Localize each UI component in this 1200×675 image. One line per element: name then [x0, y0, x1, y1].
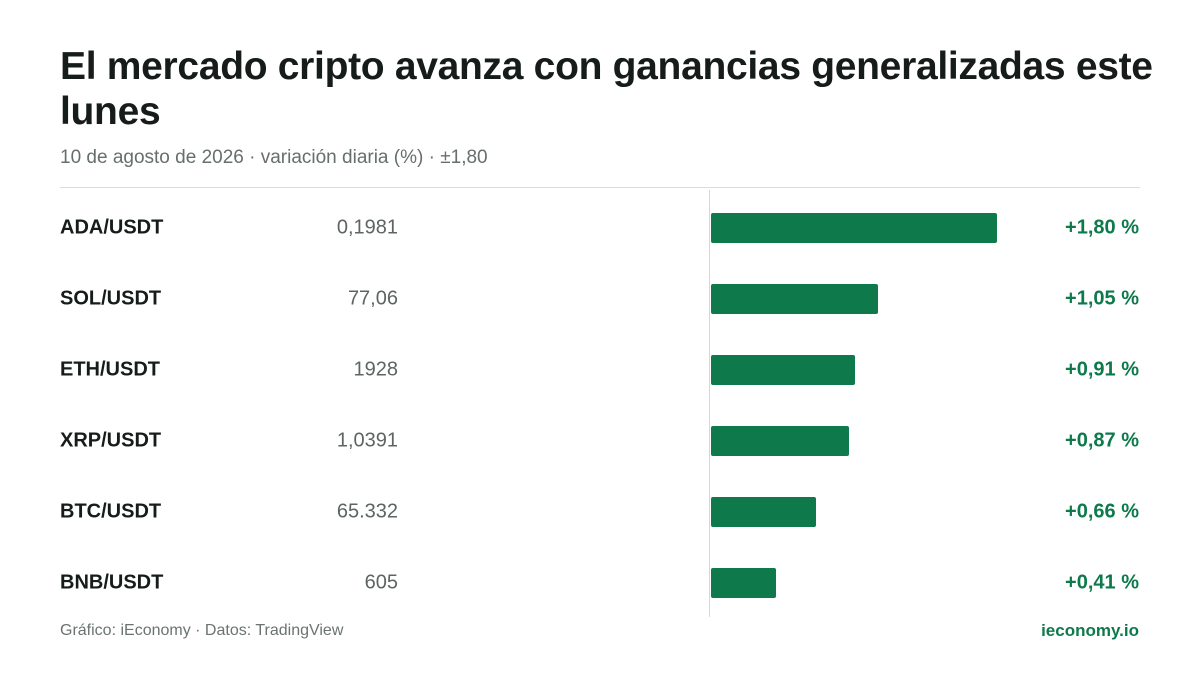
price-label: 1,0391 [336, 429, 398, 451]
value-label: +1,05 % [1065, 287, 1139, 309]
category-label: XRP/USDT [60, 429, 162, 451]
header-divider [60, 187, 1140, 188]
value-label: +0,91 % [1065, 358, 1139, 380]
bar-row: BNB/USDT 605 +0,41 % [0, 547, 1200, 618]
price-label: 65.332 [336, 500, 398, 522]
bar [711, 567, 777, 598]
price-label: 605 [364, 571, 398, 593]
bar-row: BTC/USDT 65.332 +0,66 % [0, 476, 1200, 547]
bar [711, 212, 997, 243]
value-label: +1,80 % [1065, 216, 1139, 238]
category-label: BNB/USDT [60, 571, 164, 593]
page-subtitle: 10 de agosto de 2026 · variación diaria … [60, 147, 488, 168]
price-label: 77,06 [347, 287, 398, 309]
category-label: SOL/USDT [60, 287, 162, 309]
bar [711, 283, 878, 314]
bar-row: SOL/USDT 77,06 +1,05 % [0, 263, 1200, 334]
bar-row: ETH/USDT 1928 +0,91 % [0, 334, 1200, 405]
page-title: El mercado cripto avanza con ganancias g… [60, 45, 1153, 133]
value-label: +0,87 % [1065, 429, 1139, 451]
bar-row: ADA/USDT 0,1981 +1,80 % [0, 192, 1200, 263]
zero-axis-line [709, 190, 710, 617]
bar [711, 425, 850, 456]
value-label: +0,66 % [1065, 500, 1139, 522]
bar [711, 496, 816, 527]
value-label: +0,41 % [1065, 571, 1139, 593]
bar-row: XRP/USDT 1,0391 +0,87 % [0, 405, 1200, 476]
price-label: 1928 [353, 358, 399, 380]
brand-link[interactable]: ieconomy.io [1041, 621, 1139, 640]
category-label: ADA/USDT [60, 216, 164, 238]
category-label: ETH/USDT [60, 358, 160, 380]
price-label: 0,1981 [336, 216, 398, 238]
category-label: BTC/USDT [60, 500, 162, 522]
bar [711, 354, 856, 385]
source-note: Gráfico: iEconomy · Datos: TradingView [60, 622, 344, 639]
